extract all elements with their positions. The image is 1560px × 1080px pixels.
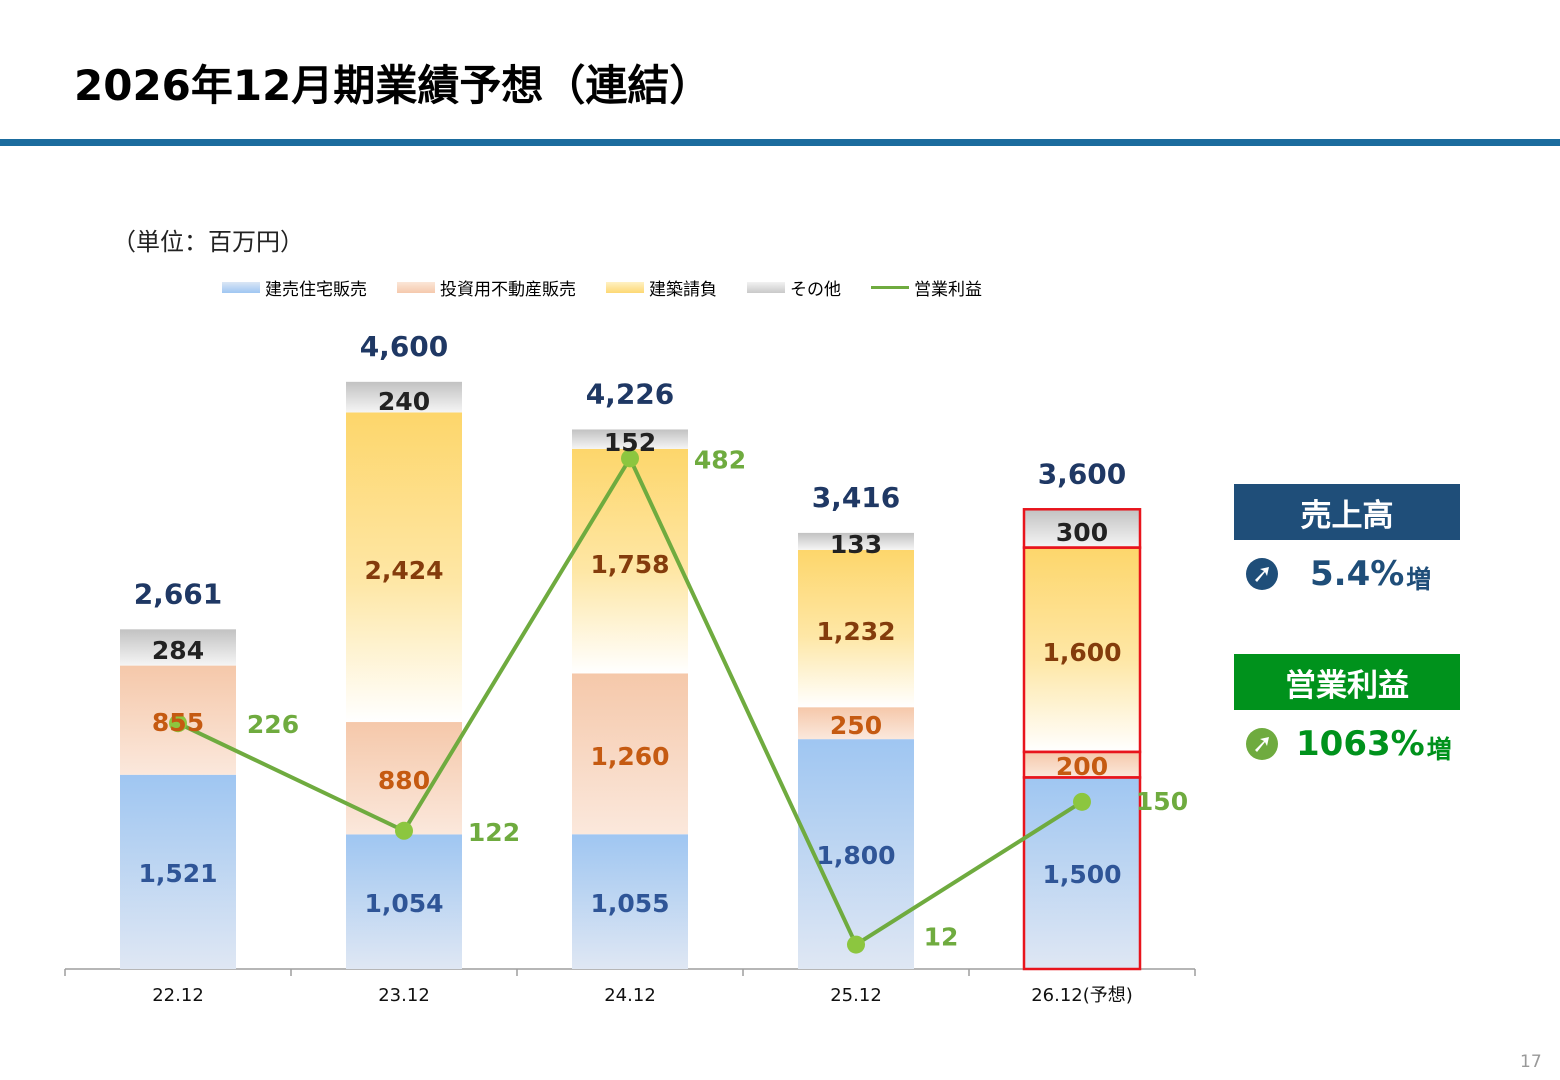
operating-profit-label: 226 (247, 710, 299, 739)
bar-segment-investment-property (572, 673, 688, 835)
total-value-label: 2,661 (134, 577, 223, 610)
legend-label: 建売住宅販売 (265, 279, 367, 300)
segment-value-label: 284 (152, 636, 204, 665)
total-value-label: 4,226 (586, 377, 675, 410)
page-number: 17 (1520, 1052, 1542, 1072)
x-axis-category-label: 24.12 (604, 985, 656, 1006)
segment-value-label: 880 (378, 766, 430, 795)
bar-segment-investment-property (1024, 751, 1140, 778)
segment-value-label: 1,800 (816, 841, 895, 870)
kpi-sales-suffix: 増 (1406, 565, 1432, 594)
kpi-sales-header: 売上高 (1234, 484, 1460, 540)
segment-value-label: 152 (604, 428, 656, 457)
segment-value-label: 2,424 (364, 556, 443, 585)
x-axis-category-label: 26.12(予想) (1031, 985, 1133, 1006)
segment-value-label: 1,521 (138, 859, 217, 888)
segment-value-label: 1,600 (1042, 638, 1121, 667)
x-axis-category-label: 25.12 (830, 985, 882, 1006)
legend-item-detached-house: 建売住宅販売 (222, 275, 367, 300)
bar-segment-investment-property (346, 722, 462, 835)
total-value-label: 3,416 (812, 481, 901, 514)
legend-swatch (747, 281, 785, 293)
legend-item-operating-profit: 営業利益 (871, 275, 982, 300)
kpi-profit-header: 営業利益 (1234, 654, 1460, 710)
legend-item-construction-contract: 建築請負 (606, 275, 717, 300)
kpi-sales-growth: 5.4% 増 (1244, 549, 1431, 599)
kpi-sales-value: 5.4% (1310, 554, 1405, 594)
operating-profit-point (1073, 792, 1091, 811)
bar-segment-other (798, 532, 914, 550)
bar-segment-detached-house (572, 834, 688, 969)
bar-segment-detached-house (120, 774, 236, 969)
legend-line-swatch (871, 285, 909, 289)
bar-segment-detached-house (346, 834, 462, 969)
segment-value-label: 1,758 (590, 550, 669, 579)
unit-label: （単位：百万円） (112, 228, 304, 256)
total-value-label: 3,600 (1038, 457, 1127, 490)
segment-value-label: 300 (1056, 518, 1108, 547)
operating-profit-point (395, 821, 413, 840)
bar-segment-construction-contract (1024, 547, 1140, 752)
segment-value-label: 133 (830, 530, 882, 559)
legend-swatch (397, 281, 435, 293)
segment-value-label: 1,054 (364, 889, 443, 918)
bar-segment-detached-house (798, 739, 914, 969)
legend-swatch (222, 281, 260, 293)
segment-value-label: 1,232 (816, 617, 895, 646)
legend-item-other: その他 (747, 275, 841, 300)
arrow-up-right-circle-icon (1246, 728, 1278, 760)
kpi-profit-value: 1063% (1296, 724, 1425, 764)
segment-value-label: 1,055 (590, 889, 669, 918)
total-value-label: 4,600 (360, 330, 449, 363)
operating-profit-point (847, 935, 865, 954)
bar-segment-construction-contract (572, 448, 688, 674)
bar-segment-construction-contract (346, 412, 462, 723)
bar-segment-other (120, 629, 236, 666)
bar-segment-other (346, 381, 462, 413)
legend-label: その他 (790, 279, 841, 300)
kpi-profit-growth: 1063% 増 (1244, 719, 1452, 769)
page-title: 2026年12月期業績予想（連結） (74, 61, 712, 110)
bar-segment-other (572, 429, 688, 449)
x-axis-category-label: 23.12 (378, 985, 430, 1006)
chart-legend: 建売住宅販売 投資用不動産販売 建築請負 その他 営業利益 (222, 274, 1012, 300)
operating-profit-label: 122 (468, 818, 520, 847)
arrow-up-right-circle-icon (1246, 558, 1278, 590)
segment-value-label: 240 (378, 387, 430, 416)
legend-item-investment-property: 投資用不動産販売 (397, 275, 576, 300)
operating-profit-point (621, 449, 639, 468)
operating-profit-label: 482 (694, 445, 746, 474)
segment-value-label: 1,500 (1042, 860, 1121, 889)
segment-value-label: 200 (1056, 752, 1108, 781)
legend-swatch (606, 281, 644, 293)
legend-label: 建築請負 (649, 279, 717, 300)
x-axis-category-label: 22.12 (152, 985, 204, 1006)
bar-segment-construction-contract (798, 549, 914, 708)
operating-profit-label: 150 (1136, 787, 1188, 816)
segment-value-label: 1,260 (590, 742, 669, 771)
operating-profit-point (169, 714, 187, 733)
segment-value-label: 250 (830, 711, 882, 740)
title-divider (0, 139, 1560, 146)
forecast-highlight-box (1022, 508, 1142, 549)
operating-profit-label: 12 (924, 923, 959, 952)
segment-value-label: 855 (152, 708, 204, 737)
bar-segment-other (1024, 509, 1140, 548)
bar-segment-investment-property (798, 707, 914, 740)
legend-label: 投資用不動産販売 (440, 279, 576, 300)
kpi-profit-suffix: 増 (1426, 735, 1452, 764)
legend-label: 営業利益 (914, 279, 982, 300)
